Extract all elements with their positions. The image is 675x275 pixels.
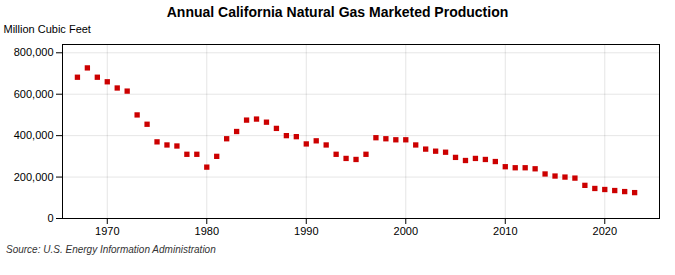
svg-text:600,000: 600,000	[14, 88, 54, 100]
svg-text:800,000: 800,000	[14, 46, 54, 58]
svg-text:Million Cubic Feet: Million Cubic Feet	[4, 23, 91, 35]
svg-text:1970: 1970	[95, 225, 119, 237]
svg-text:1990: 1990	[294, 225, 318, 237]
svg-text:2020: 2020	[593, 225, 617, 237]
svg-text:200,000: 200,000	[14, 171, 54, 183]
svg-text:2000: 2000	[394, 225, 418, 237]
svg-text:1980: 1980	[195, 225, 219, 237]
svg-text:0: 0	[47, 212, 53, 224]
html-text:Annual California Natural Gas: Annual California Natural Gas Marketed P…	[166, 4, 509, 20]
svg-text:2010: 2010	[493, 225, 517, 237]
svg-text:400,000: 400,000	[14, 129, 54, 141]
html-text:Source: U.S. Energy Informatio: Source: U.S. Energy Information Administ…	[6, 244, 216, 255]
